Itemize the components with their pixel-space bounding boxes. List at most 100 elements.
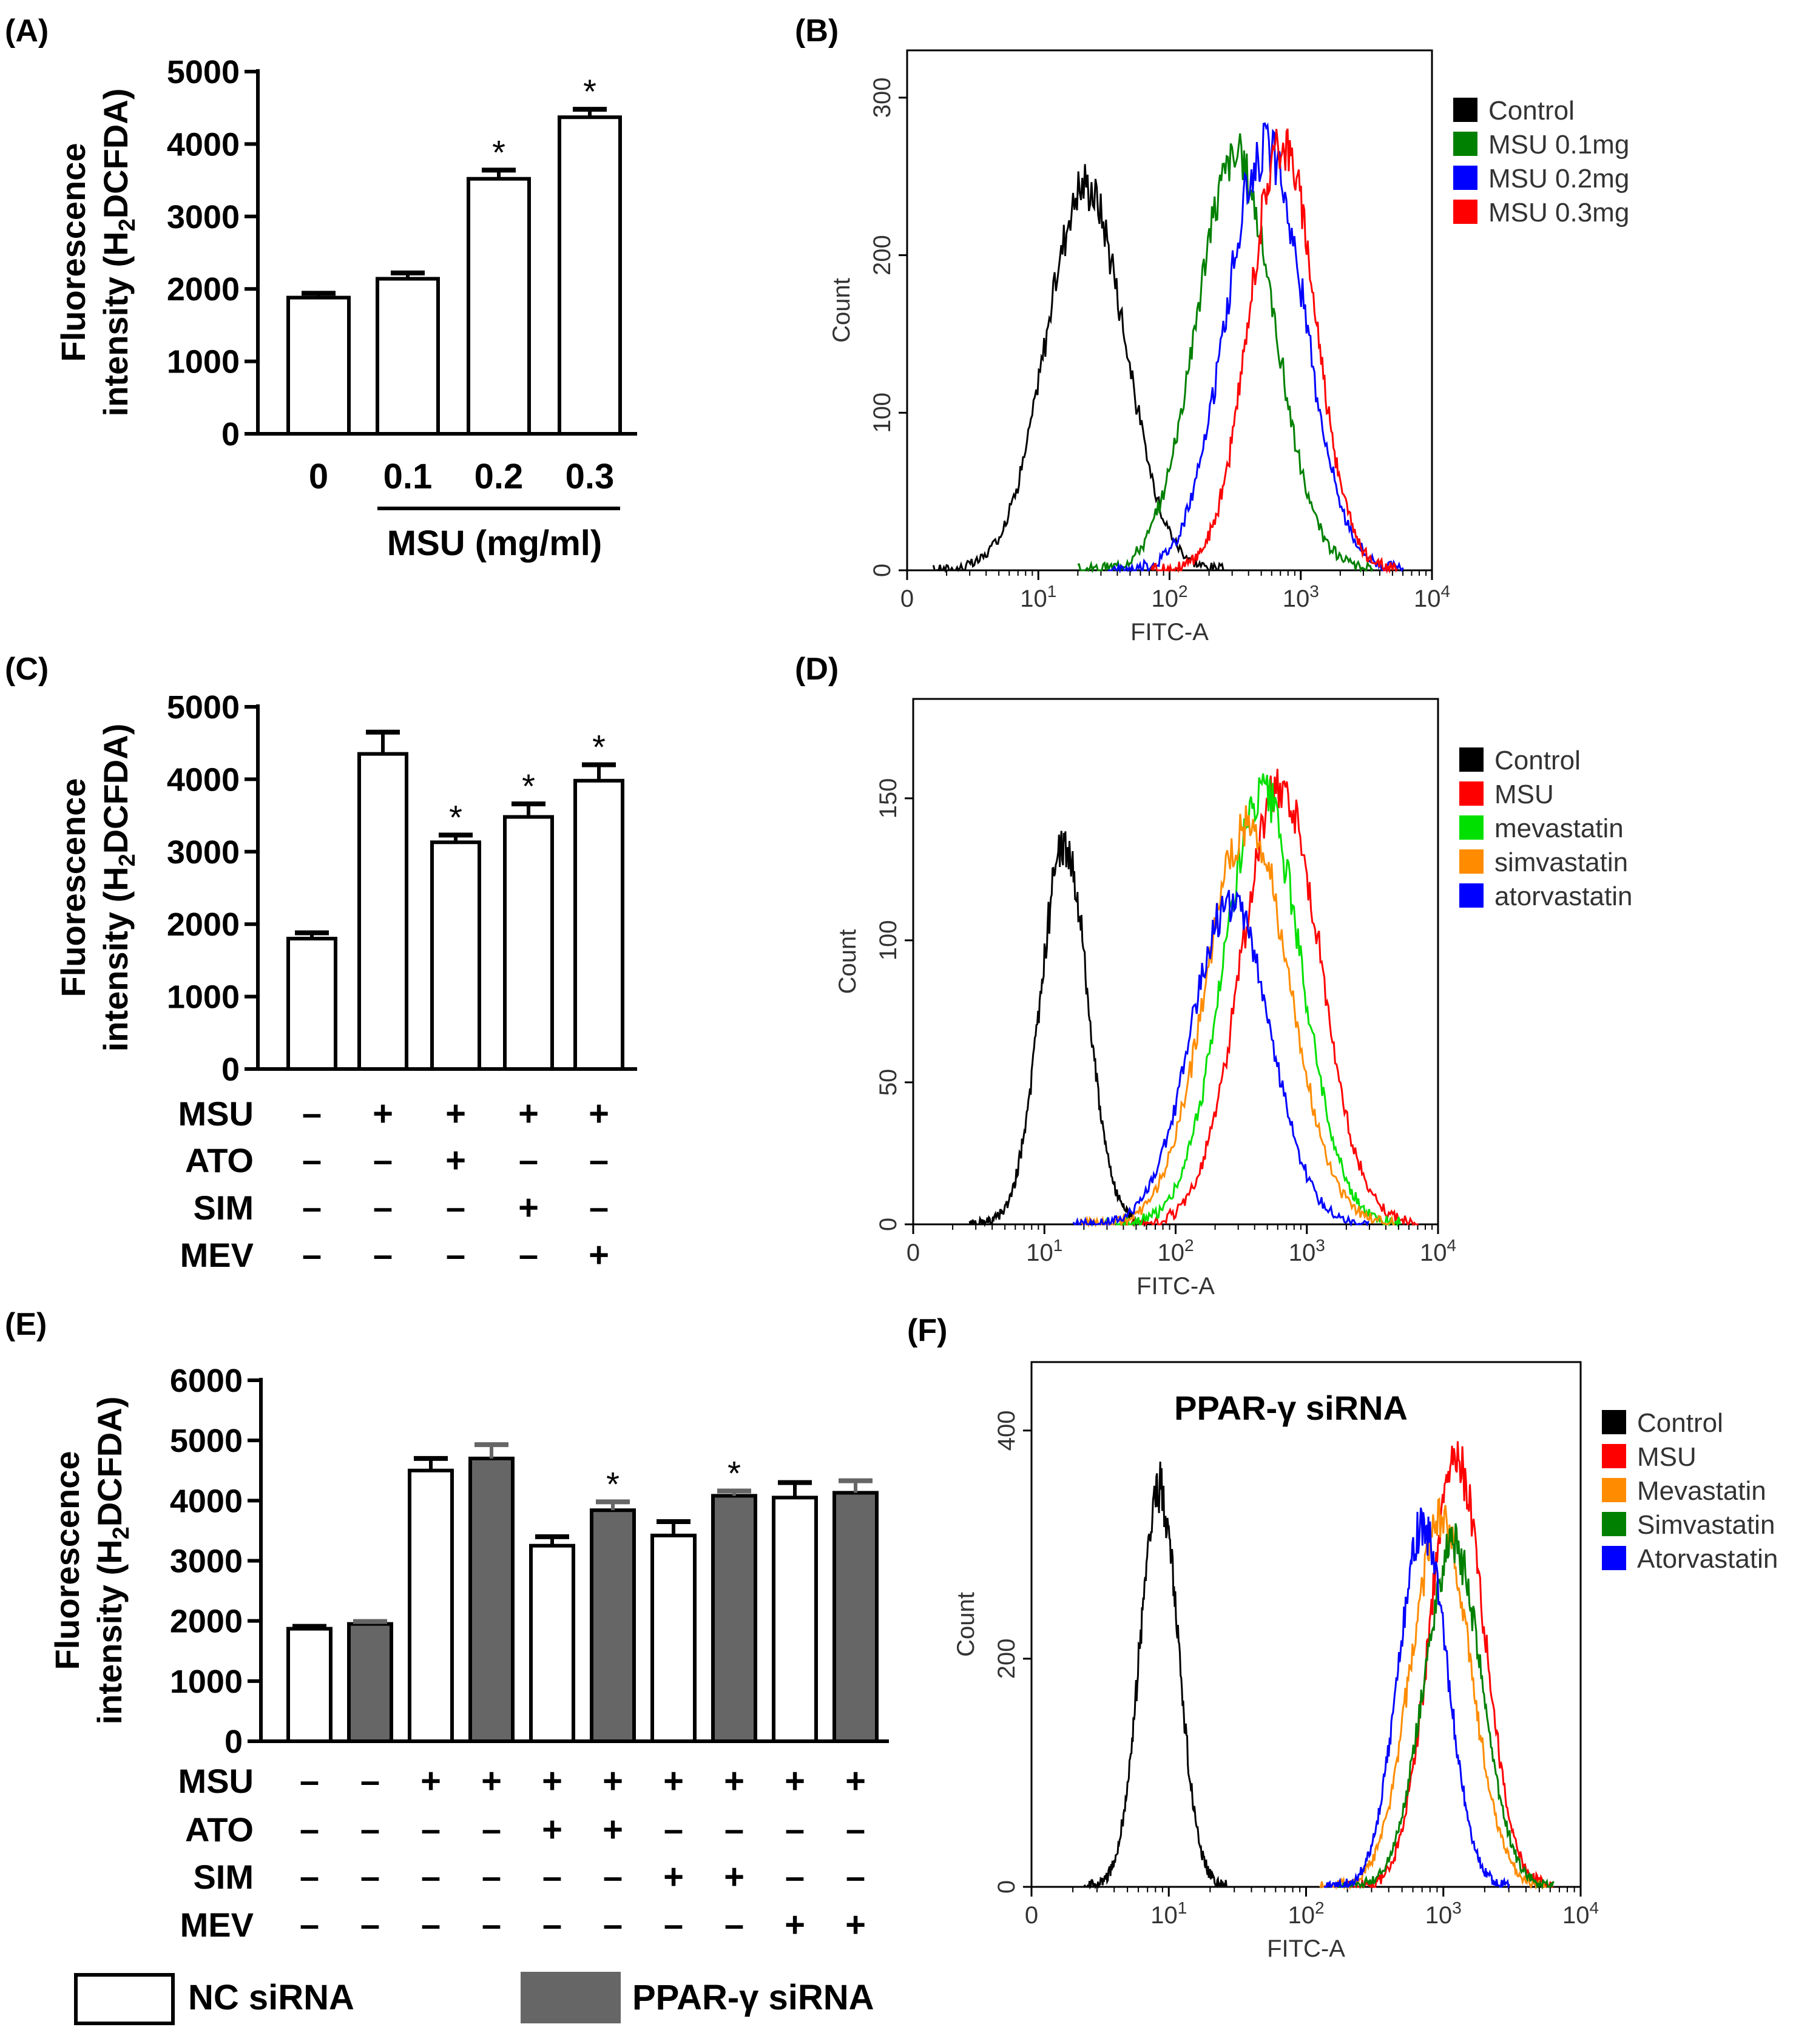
chart-f-xtick-label: 103	[1425, 1898, 1462, 1929]
chart-f-legend-swatch	[1602, 1478, 1626, 1502]
chart-a-category-label: 0.1	[383, 457, 433, 496]
chart-c-bar	[503, 815, 554, 1071]
chart-b-legend-label: MSU 0.2mg	[1488, 164, 1629, 194]
chart-d-ytick-label: 50	[875, 1069, 902, 1096]
chart-b-histogram: 0 100 200 300 Count 0 101 102 103 104 FITC-A Contro…	[828, 49, 1629, 646]
chart-a-ylabel-line2: intensity (H2DCFDA)	[96, 89, 140, 417]
chart-e-row-mark: +	[542, 1810, 562, 1849]
chart-f-ytick-label: 200	[993, 1639, 1020, 1679]
chart-b-series-line	[1150, 128, 1398, 574]
chart-f-ytick-label: 400	[993, 1410, 1020, 1451]
chart-e-bar	[286, 1627, 333, 1744]
chart-b-series-line	[1077, 133, 1374, 573]
panel-label-b: (B)	[795, 13, 839, 49]
chart-c-row-mark: –	[519, 1141, 538, 1180]
panel-label-e: (E)	[5, 1307, 47, 1342]
chart-e-row-mark: +	[785, 1761, 805, 1801]
chart-e-row-mark: –	[785, 1810, 805, 1849]
chart-e-significance: *	[606, 1465, 620, 1503]
panel-label-d: (D)	[795, 652, 839, 687]
chart-b-legend-label: Control	[1488, 96, 1575, 126]
chart-f-legend-label: Simvastatin	[1637, 1510, 1775, 1540]
chart-e-row-mark: –	[300, 1857, 319, 1897]
chart-c-row-label: SIM	[193, 1189, 254, 1227]
chart-a-category-label: 0.2	[474, 457, 524, 496]
chart-e-row-mark: –	[542, 1857, 562, 1897]
chart-d-series-line	[1079, 805, 1395, 1228]
chart-c-row-mark: –	[589, 1141, 609, 1180]
chart-d-frame	[912, 698, 1439, 1226]
chart-e-row-mark: +	[724, 1761, 745, 1801]
chart-e-row-mark: –	[421, 1905, 441, 1944]
chart-f-legend-label: MSU	[1637, 1442, 1697, 1472]
chart-e-row-mark: –	[360, 1857, 380, 1897]
chart-c-ytick-label: 5000	[167, 689, 240, 726]
chart-e-row-mark: –	[724, 1810, 744, 1849]
chart-e-row-mark: –	[421, 1810, 441, 1849]
chart-a-bar	[467, 177, 531, 436]
chart-e-bar	[468, 1456, 515, 1744]
chart-e-row-mark: –	[300, 1810, 319, 1849]
chart-e-row-label: ATO	[185, 1810, 254, 1849]
chart-e-bar	[650, 1533, 697, 1744]
chart-d-ytick-label: 0	[875, 1218, 902, 1231]
chart-b-xtick-label: 101	[1020, 582, 1056, 612]
chart-e-row-mark: –	[542, 1905, 562, 1944]
chart-a-ytick-label: 4000	[167, 126, 240, 163]
chart-c-row-mark: –	[373, 1235, 393, 1275]
chart-e-bar	[347, 1622, 393, 1743]
chart-e-bar	[711, 1494, 757, 1743]
chart-c-row-mark: –	[302, 1235, 322, 1275]
chart-c-row-mark: –	[373, 1141, 393, 1180]
chart-f-series-line	[1346, 1441, 1554, 1889]
chart-f-series-line	[1323, 1507, 1510, 1890]
chart-e-row-mark: +	[603, 1761, 623, 1801]
chart-e-row-mark: –	[360, 1905, 380, 1944]
chart-e-row-mark: +	[420, 1761, 441, 1801]
chart-d-xtick-label: 101	[1026, 1236, 1062, 1266]
chart-e-ytick-label: 0	[225, 1724, 243, 1760]
chart-e-row-mark: +	[542, 1761, 562, 1801]
chart-c-ytick-label: 2000	[167, 906, 240, 943]
chart-a-ytick-label: 2000	[167, 271, 240, 308]
chart-e-legend-swatch-ppar	[521, 1972, 621, 2023]
chart-c-ytick-label: 0	[221, 1051, 240, 1088]
chart-a-significance: *	[492, 133, 505, 171]
chart-c-ylabel-line2: intensity (H2DCFDA)	[96, 724, 140, 1052]
chart-e-bar	[832, 1491, 879, 1743]
chart-f-title: PPAR-γ siRNA	[1174, 1389, 1408, 1427]
chart-c-row-mark: –	[373, 1188, 393, 1227]
chart-b-xtick-label: 0	[900, 585, 914, 612]
chart-c-significance: *	[522, 767, 535, 805]
chart-f-histogram: 0 200 400 Count 0 101 102 103 104 FITC-A PPAR-γ si…	[953, 1361, 1778, 1962]
chart-a-significance: *	[583, 72, 596, 110]
chart-e-row-mark: –	[300, 1905, 319, 1944]
chart-c-row-mark: –	[302, 1141, 322, 1180]
chart-a-bar	[376, 277, 440, 436]
chart-f-xtick-label: 104	[1562, 1898, 1599, 1929]
chart-a-bar	[558, 115, 622, 436]
chart-b-ytick-label: 100	[869, 393, 896, 433]
chart-e-legend-label-ppar: PPAR-γ siRNA	[632, 1978, 874, 2017]
chart-f-series-line	[1082, 1462, 1227, 1890]
chart-d-xlabel: FITC-A	[1136, 1273, 1215, 1300]
chart-b-ytick-label: 0	[869, 564, 896, 577]
chart-c-ytick-label: 4000	[167, 761, 240, 798]
chart-e-row-label: SIM	[193, 1858, 254, 1896]
chart-b-legend-swatch	[1453, 166, 1477, 190]
chart-e-row-mark: –	[360, 1810, 380, 1849]
chart-a-ylabel-line1: Fluorescence	[54, 143, 92, 362]
chart-e-row-mark: +	[663, 1761, 684, 1801]
chart-e-row-mark: +	[845, 1905, 866, 1944]
chart-e-row-mark: +	[663, 1857, 684, 1897]
chart-e-ylabel-line1: Fluorescence	[48, 1451, 86, 1670]
chart-d-legend-label: MSU	[1494, 780, 1554, 809]
chart-b-ytick-label: 200	[869, 235, 896, 275]
chart-a-xlabel: MSU (mg/ml)	[387, 524, 602, 563]
chart-d-series-line	[1104, 773, 1401, 1227]
chart-f-xtick-label: 0	[1025, 1902, 1038, 1929]
chart-e-ytick-label: 5000	[170, 1423, 243, 1459]
chart-a-category-label: 0	[309, 457, 328, 496]
chart-e-row-mark: –	[482, 1857, 501, 1897]
